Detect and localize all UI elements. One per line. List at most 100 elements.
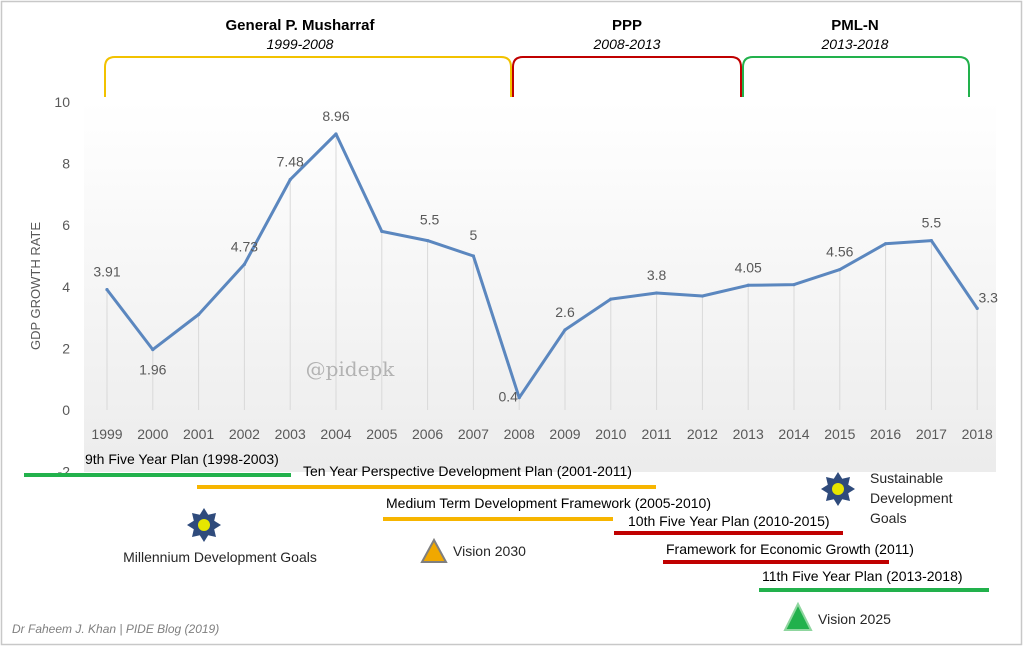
data-label: 7.48 [277,154,304,170]
x-tick-label: 2002 [229,426,260,442]
data-label: 5.5 [420,212,440,228]
era-bracket [512,56,742,97]
data-label: 5 [470,227,478,243]
plot-background [84,100,996,472]
era-years: 1999-2008 [267,36,334,52]
data-label: 3.3 [978,289,998,305]
sun-icon [187,508,221,542]
era-name: General P. Musharraf [226,17,376,34]
mdg-label: Millennium Development Goals [123,549,317,565]
x-tick-label: 2012 [687,426,718,442]
data-point [792,283,796,287]
y-tick-label: 6 [62,217,70,233]
sdg-marker: Sustainable Development Goals [821,470,956,526]
x-tick-label: 1999 [91,426,122,442]
data-point [242,262,246,266]
data-point [334,132,338,136]
x-tick-label: 2001 [183,426,214,442]
x-tick-label: 2014 [778,426,809,442]
era-years: 2013-2018 [821,36,889,52]
era-bracket [742,56,970,97]
vision-2030-label: Vision 2030 [453,543,526,559]
y-axis-label: GDP GROWTH RATE [28,222,43,350]
y-tick-label: 8 [62,156,70,172]
x-tick-label: 2018 [962,426,993,442]
plan-label: 9th Five Year Plan (1998-2003) [85,451,279,467]
data-point [151,348,155,352]
data-label: 1.96 [139,362,166,378]
y-tick-label: 4 [62,279,70,295]
era-bracket [104,56,512,97]
x-tick-label: 2016 [870,426,901,442]
series-line [105,132,979,400]
data-label: 3.91 [93,264,120,280]
plan-label: Ten Year Perspective Development Plan (2… [303,463,632,479]
vision-2025-label: Vision 2025 [818,611,891,627]
plan-label: Framework for Economic Growth (2011) [666,541,914,557]
drop-lines [106,134,978,410]
x-tick-label: 2017 [916,426,947,442]
data-label: 5.5 [922,215,942,231]
x-axis-ticks: 1999 2000 2001 2002 2003 2004 2005 2006 2007 2008… [91,426,993,442]
y-tick-label: 0 [62,402,70,418]
data-labels: 3.91 1.96 4.73 7.48 8.96 5.5 5 0.4 2.6 3.8 4.05 4.5… [93,108,998,405]
data-point [563,328,567,332]
data-point [609,297,613,301]
x-tick-label: 2010 [595,426,626,442]
data-label: 0.4 [498,389,518,405]
data-point [929,239,934,243]
y-tick-label: -2 [58,464,71,480]
x-tick-label: 2000 [137,426,168,442]
x-tick-label: 2004 [320,426,351,442]
plan-label: 11th Five Year Plan (2013-2018) [762,568,963,584]
data-point [471,254,475,258]
gdp-series [105,132,979,400]
development-plans: 9th Five Year Plan (1998-2003) Ten Year P… [24,451,989,592]
plan-label: Medium Term Development Framework (2005-… [386,495,711,511]
data-point [700,294,705,298]
data-label: 3.8 [647,267,667,283]
era-name: PML-N [831,17,879,34]
data-label: 4.56 [826,244,853,260]
plan-label: 10th Five Year Plan (2010-2015) [628,513,830,529]
data-point [380,229,384,233]
x-tick-label: 2011 [642,426,672,442]
data-label: 4.05 [735,259,762,275]
era-years: 2008-2013 [593,36,661,52]
vision-2025-marker: Vision 2025 [783,601,891,631]
watermark: @pidepk [306,357,396,381]
x-tick-label: 2008 [504,426,535,442]
data-point [426,239,430,243]
data-point [197,312,201,317]
triangle-icon [420,537,448,563]
sun-core [832,483,844,495]
era-brackets: General P. Musharraf 1999-2008 PPP 2008-201… [104,17,970,97]
data-label: 2.6 [555,304,575,320]
data-label: 4.73 [231,238,258,254]
x-tick-label: 2006 [412,426,443,442]
sun-core [198,519,210,531]
data-point [288,178,292,182]
data-label: 8.96 [322,108,349,124]
triangle-icon [783,601,813,631]
x-tick-label: 2013 [733,426,764,442]
x-tick-label: 2015 [824,426,855,442]
era-name: PPP [612,17,642,34]
data-point [838,267,842,272]
x-tick-label: 2009 [549,426,580,442]
credit: Dr Faheem J. Khan | PIDE Blog (2019) [12,622,219,636]
data-point [655,291,659,295]
data-point [746,283,750,287]
x-tick-label: 2007 [458,426,489,442]
data-point [975,306,979,310]
x-tick-label: 2005 [366,426,397,442]
mdg-marker: Millennium Development Goals [123,508,317,565]
sdg-label: Sustainable Development Goals [870,470,956,526]
data-point [517,396,521,400]
x-tick-label: 2003 [275,426,306,442]
y-tick-label: 2 [62,340,70,356]
data-point [884,242,888,246]
y-tick-label: 10 [54,94,70,110]
sun-icon [821,472,855,506]
